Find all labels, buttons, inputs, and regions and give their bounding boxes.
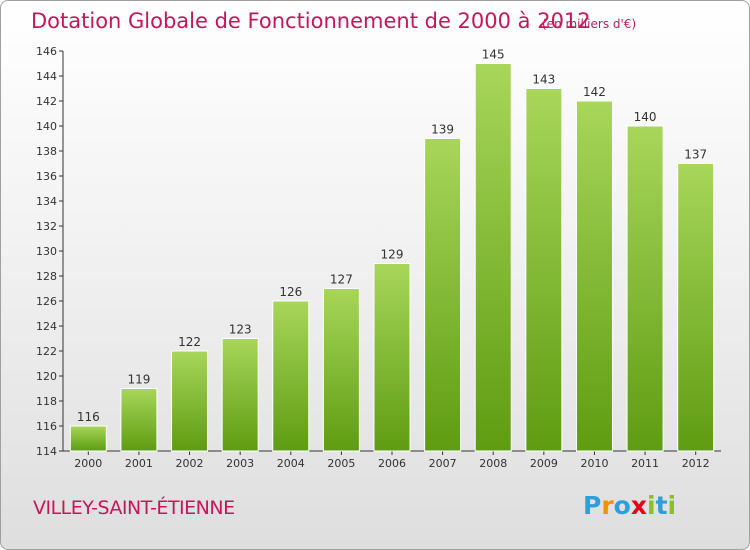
y-tick-label: 120 [36,370,57,383]
proxiti-logo: Proxiti [583,491,676,520]
bar-2000 [69,425,107,452]
data-label-2003: 123 [229,323,252,337]
x-tick-label-2002: 2002 [176,457,204,470]
bar-2010 [575,100,613,452]
bar-2012 [677,163,715,452]
x-tick-label-2007: 2007 [429,457,457,470]
data-label-2007: 139 [431,123,454,137]
data-label-2001: 119 [127,373,150,387]
y-tick-label: 138 [36,145,57,158]
y-tick-label: 132 [36,220,57,233]
y-tick-label: 144 [36,70,57,83]
bar-2001 [120,388,158,452]
x-tick-label-2005: 2005 [327,457,355,470]
x-tick-label-2009: 2009 [530,457,558,470]
y-tick-label: 118 [36,395,57,408]
bar-2008 [474,63,512,452]
y-tick-label: 126 [36,295,57,308]
x-tick-label-2004: 2004 [277,457,305,470]
data-label-2006: 129 [381,248,404,262]
y-tick-label: 134 [36,195,57,208]
x-tick-label-2010: 2010 [580,457,608,470]
chart-subtitle: (en milliers d'€) [542,17,637,31]
chart-title: Dotation Globale de Fonctionnement de 20… [31,9,591,33]
data-label-2012: 137 [684,148,707,162]
x-tick-label-2006: 2006 [378,457,406,470]
y-tick-label: 130 [36,245,57,258]
data-label-2004: 126 [279,285,302,299]
y-tick-label: 124 [36,320,57,333]
y-tick-label: 142 [36,95,57,108]
x-tick-label-2003: 2003 [226,457,254,470]
data-label-2010: 142 [583,85,606,99]
logo-letter: P [583,491,602,520]
axes: 114 116 118 120 122 124 126 128 130 132 134 136 138 1… [36,45,721,470]
y-tick-label: 140 [36,120,57,133]
bar-2004 [272,300,310,452]
y-tick-label: 128 [36,270,57,283]
town-name: VILLEY-SAINT-ÉTIENNE [33,497,235,519]
x-tick-label-2000: 2000 [74,457,102,470]
bar-2002 [171,350,209,452]
logo-letter: r [601,491,614,520]
y-tick-label: 114 [36,445,57,458]
x-tick-label-2001: 2001 [125,457,153,470]
data-label-2002: 122 [178,335,201,349]
data-label-2005: 127 [330,273,353,287]
x-tick-label-2011: 2011 [631,457,659,470]
logo-letter: i [647,491,656,520]
data-label-2009: 143 [532,73,555,87]
logo-letter: x [630,491,647,520]
data-label-2000: 116 [77,410,100,424]
x-tick-label-2008: 2008 [479,457,507,470]
bar-2006 [373,263,411,452]
bar-2007 [424,138,462,452]
x-tick-label-2012: 2012 [682,457,710,470]
y-tick-label: 136 [36,170,57,183]
bar-2009 [525,88,563,452]
y-tick-label: 116 [36,420,57,433]
logo-letter: t [655,491,668,520]
data-label-2011: 140 [634,110,657,124]
data-labels: 116 119 122 123 126 127 129 139 145 143 142 140 137 [77,48,707,425]
y-tick-label: 122 [36,345,57,358]
data-label-2008: 145 [482,48,505,62]
logo-letter: o [613,491,631,520]
y-tick-label: 146 [36,45,57,58]
bars [69,63,715,452]
bar-2005 [322,288,360,452]
bar-2011 [626,125,664,452]
logo-letter: i [667,491,677,520]
bar-2003 [221,338,259,452]
